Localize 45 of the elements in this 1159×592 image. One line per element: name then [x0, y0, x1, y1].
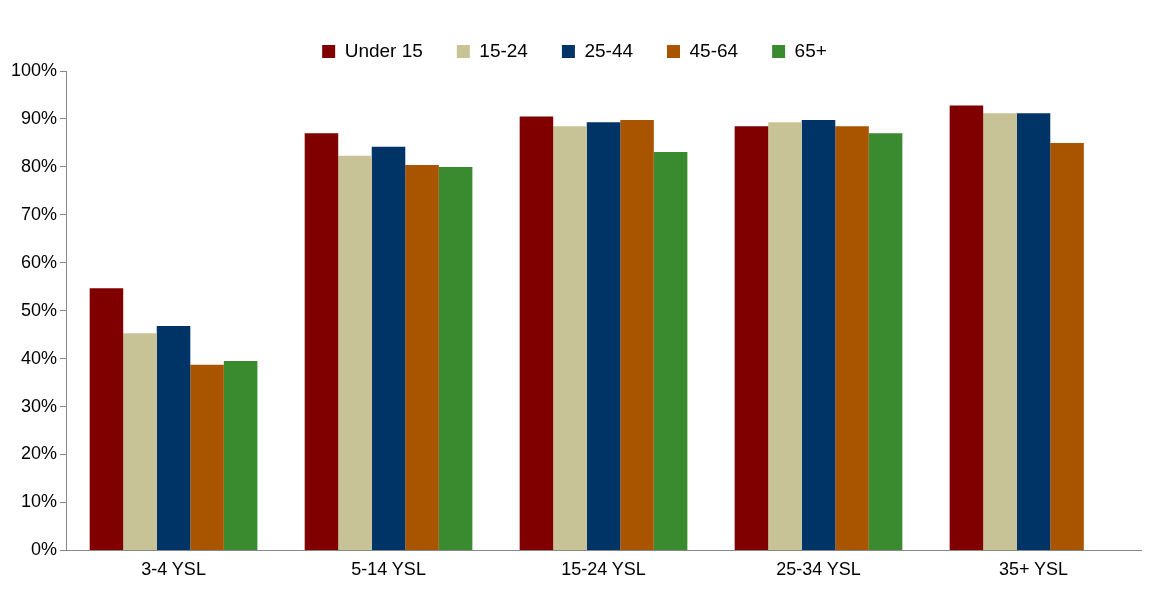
- x-tick-label: 15-24 YSL: [561, 559, 646, 580]
- bar: [768, 122, 802, 550]
- bar: [835, 126, 869, 550]
- bar: [620, 119, 654, 550]
- bar: [371, 146, 406, 550]
- legend-label: 15-24: [479, 39, 529, 61]
- legend-label: Under 15: [344, 39, 423, 61]
- bar: [653, 152, 688, 550]
- y-tick-label: 80%: [21, 155, 58, 176]
- bar: [801, 119, 836, 550]
- bar: [868, 133, 903, 550]
- bar: [89, 288, 124, 550]
- y-tick-label: 100%: [10, 59, 58, 80]
- y-tick-label: 40%: [21, 347, 58, 368]
- y-tick-label: 60%: [21, 251, 58, 272]
- bar: [983, 113, 1017, 550]
- bar: [949, 105, 984, 550]
- y-tick-label: 20%: [21, 443, 58, 464]
- y-tick-label: 90%: [21, 107, 58, 128]
- bar: [1050, 142, 1084, 550]
- x-tick-label: 25-34 YSL: [776, 559, 861, 580]
- bar: [123, 333, 157, 550]
- bar: [1016, 113, 1051, 550]
- x-tick-label: 3-4 YSL: [141, 559, 206, 580]
- bar: [438, 166, 473, 550]
- bar: [586, 122, 621, 550]
- y-tick-label: 0%: [31, 539, 58, 560]
- legend-label: 45-64: [689, 39, 739, 61]
- bar: [519, 116, 554, 550]
- x-tick-label: 5-14 YSL: [351, 559, 426, 580]
- x-tick-label: 35+ YSL: [998, 559, 1069, 580]
- bar: [734, 126, 769, 550]
- legend-label: 65+: [794, 39, 827, 61]
- y-tick-label: 30%: [21, 395, 58, 416]
- y-tick-label: 50%: [21, 299, 58, 320]
- bar: [223, 361, 258, 550]
- bar: [338, 155, 372, 550]
- bar: [304, 133, 339, 550]
- legend-label: 25-44: [584, 39, 634, 61]
- y-tick-label: 70%: [21, 203, 58, 224]
- y-tick-label: 10%: [21, 491, 58, 512]
- bar: [553, 126, 587, 550]
- bar: [156, 326, 191, 550]
- bar: [190, 364, 224, 550]
- bar: [405, 164, 439, 550]
